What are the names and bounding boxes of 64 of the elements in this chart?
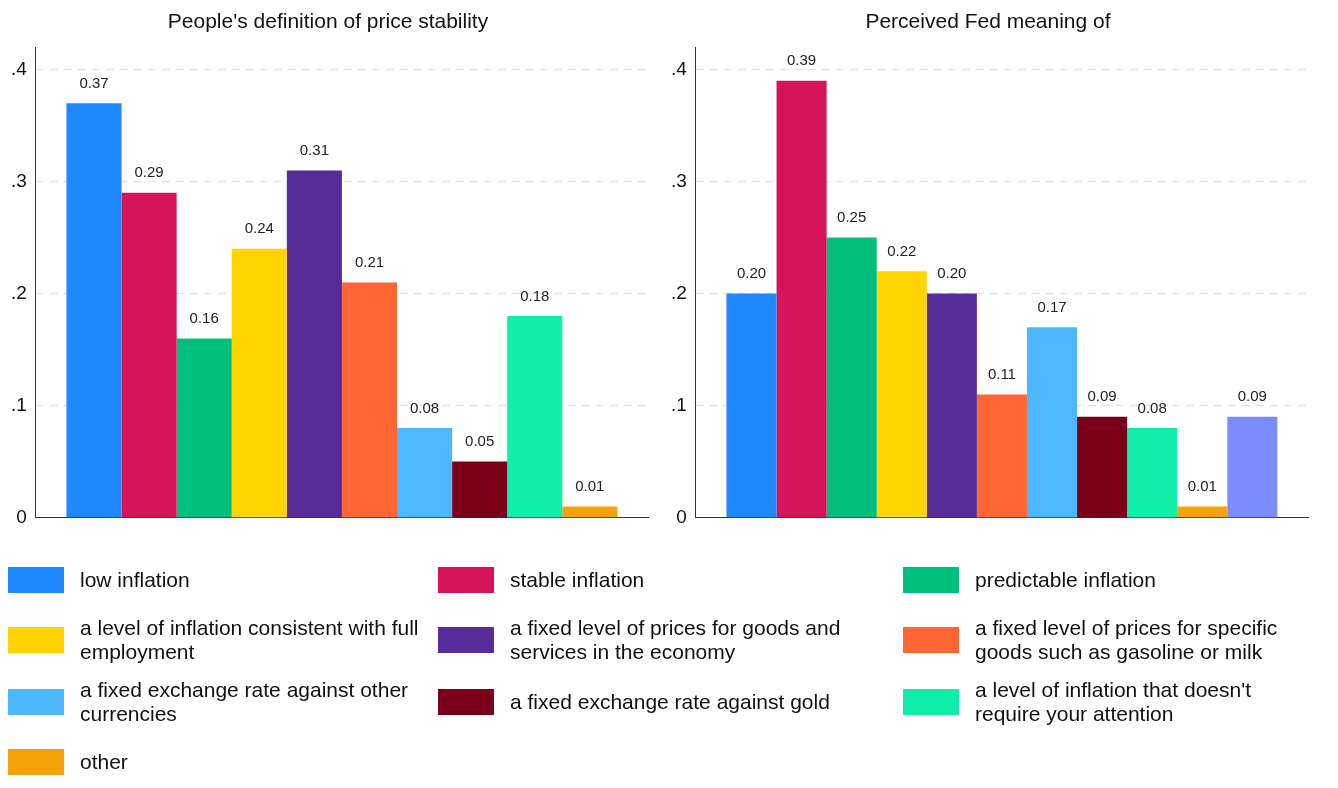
bar bbox=[176, 338, 232, 518]
y-tick-label: .3 bbox=[10, 169, 27, 191]
data-label: 0.01 bbox=[1187, 477, 1217, 495]
legend-label: a level of inflation consistent with full employment bbox=[80, 616, 420, 664]
bar bbox=[726, 293, 777, 518]
bar bbox=[926, 293, 977, 518]
chart-title: People's definition of price stability bbox=[167, 9, 489, 33]
bar bbox=[452, 461, 508, 518]
y-tick-label: .2 bbox=[10, 281, 27, 303]
legend-label: a fixed exchange rate against other currencies bbox=[80, 678, 410, 726]
data-label: 0.01 bbox=[575, 477, 605, 495]
bar bbox=[876, 271, 927, 518]
bar bbox=[121, 192, 177, 518]
data-label: 0.24 bbox=[244, 219, 274, 237]
data-label: 0.05 bbox=[465, 432, 495, 450]
data-label: 0.21 bbox=[354, 253, 385, 271]
y-tick-label: .4 bbox=[670, 57, 688, 79]
data-label: 0.39 bbox=[786, 51, 817, 69]
y-tick-label: .3 bbox=[670, 169, 687, 191]
bar bbox=[976, 394, 1027, 518]
legend-label: predictable inflation bbox=[975, 568, 1156, 592]
bar bbox=[1026, 327, 1078, 518]
data-label: 0.31 bbox=[299, 141, 329, 159]
bar bbox=[776, 80, 827, 518]
data-label: 0.25 bbox=[837, 208, 867, 226]
data-label: 0.08 bbox=[409, 398, 440, 416]
data-label: 0.11 bbox=[987, 365, 1016, 383]
bar bbox=[826, 237, 877, 518]
data-label: 0.18 bbox=[520, 286, 550, 304]
legend-label: a fixed exchange rate against gold bbox=[510, 690, 830, 714]
chart-title: Perceived Fed meaning of bbox=[865, 9, 1111, 33]
legend-label: stable inflation bbox=[510, 568, 645, 592]
bar bbox=[286, 170, 342, 518]
bar bbox=[1177, 506, 1228, 518]
y-tick-label: .1 bbox=[10, 393, 27, 415]
data-label: 0.20 bbox=[937, 264, 967, 282]
bar bbox=[341, 282, 398, 518]
legend-label: low inflation bbox=[80, 568, 190, 592]
y-tick-label: .4 bbox=[10, 57, 28, 79]
bar bbox=[66, 103, 122, 518]
legend-label: a fixed level of prices for goods and services in the economy bbox=[510, 616, 842, 664]
bar bbox=[1077, 416, 1128, 518]
data-label: 0.09 bbox=[1237, 387, 1267, 405]
legend-label: other bbox=[80, 750, 128, 774]
data-label: 0.08 bbox=[1137, 398, 1167, 416]
bar bbox=[562, 506, 618, 518]
data-label: 0.37 bbox=[79, 73, 109, 91]
y-tick-label: 0 bbox=[676, 505, 687, 527]
legend-label: a level of inflation that doesn't require your attention bbox=[975, 678, 1253, 726]
legend-label: a fixed level of prices for specific goods such as gasoline or milk bbox=[975, 616, 1279, 664]
bar bbox=[1127, 428, 1178, 518]
bar bbox=[507, 316, 563, 518]
data-label: 0.20 bbox=[736, 264, 767, 282]
y-tick-label: .2 bbox=[670, 281, 687, 303]
data-label: 0.29 bbox=[134, 163, 164, 181]
bar bbox=[397, 428, 453, 518]
data-label: 0.16 bbox=[189, 309, 219, 327]
y-tick-label: 0 bbox=[16, 505, 27, 527]
data-label: 0.22 bbox=[887, 241, 917, 259]
y-tick-label: .1 bbox=[670, 393, 687, 415]
bar bbox=[1227, 416, 1278, 518]
data-label: 0.17 bbox=[1037, 297, 1067, 315]
bar bbox=[231, 248, 287, 518]
data-label: 0.09 bbox=[1087, 387, 1117, 405]
